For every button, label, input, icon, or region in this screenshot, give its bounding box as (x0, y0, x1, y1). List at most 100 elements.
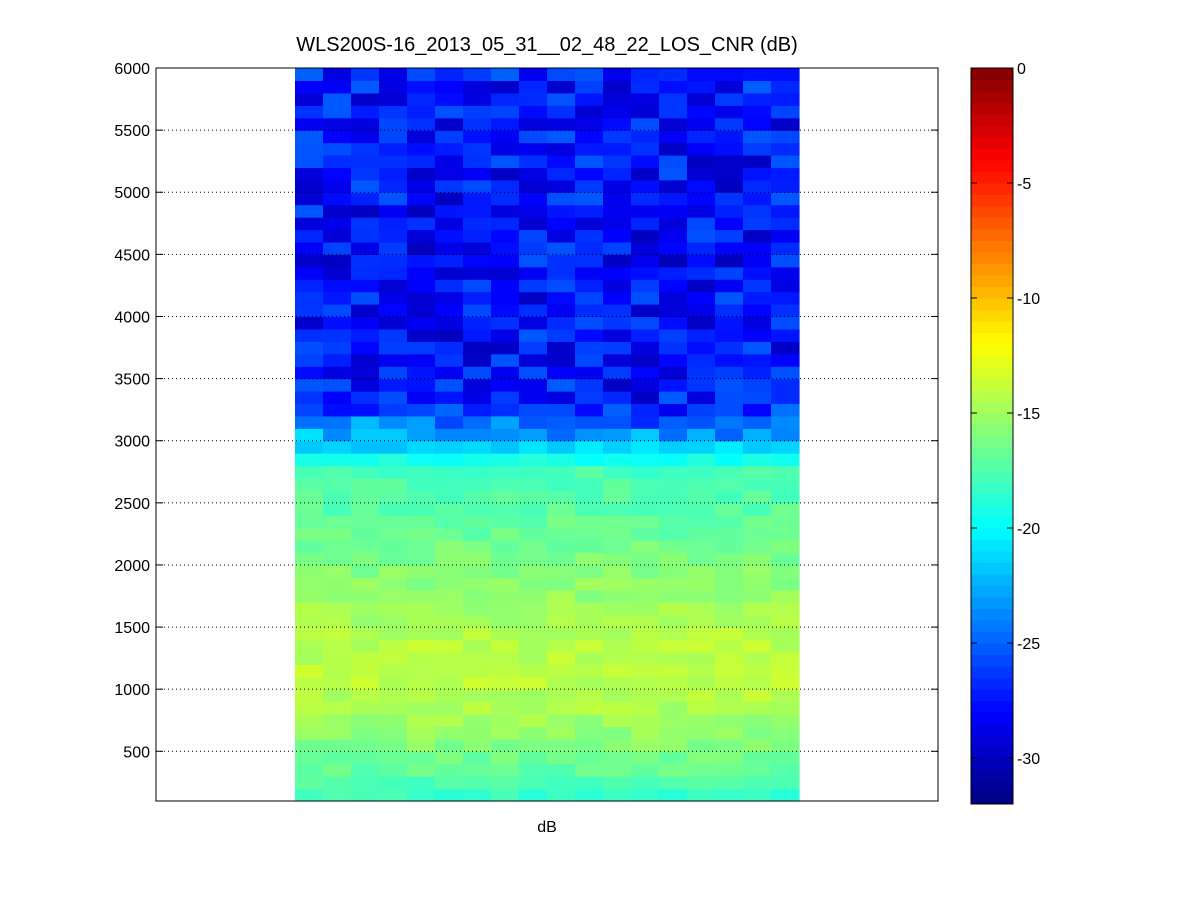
colorbar-tick-label: -30 (1017, 751, 1040, 768)
heatmap-cell (323, 105, 352, 119)
heatmap-cell (603, 651, 632, 665)
heatmap-cell (659, 428, 688, 442)
heatmap-cell (631, 440, 660, 454)
heatmap-cell (771, 577, 800, 591)
heatmap-cell (771, 341, 800, 355)
heatmap-cell (435, 564, 464, 578)
colorbar-segment (971, 390, 1013, 402)
heatmap-cell (575, 751, 604, 765)
heatmap-cell (603, 714, 632, 728)
heatmap-cell (351, 92, 380, 106)
heatmap-cell (463, 304, 492, 318)
heatmap-cell (687, 788, 716, 802)
heatmap-cell (547, 241, 576, 255)
heatmap-cell (463, 204, 492, 218)
heatmap-cell (743, 92, 772, 106)
heatmap-cell (547, 266, 576, 280)
heatmap-cell (687, 366, 716, 380)
heatmap-cell (631, 676, 660, 690)
colorbar-segment (971, 275, 1013, 287)
heatmap-cell (547, 428, 576, 442)
heatmap-cell (519, 701, 548, 715)
heatmap-cell (659, 714, 688, 728)
heatmap-cell (295, 527, 324, 541)
heatmap-cell (519, 738, 548, 752)
heatmap-cell (435, 751, 464, 765)
heatmap-cell (715, 527, 744, 541)
heatmap-cell (379, 639, 408, 653)
heatmap-cell (771, 68, 800, 82)
heatmap-cell (743, 291, 772, 305)
heatmap-cell (407, 179, 436, 193)
heatmap-cell (435, 279, 464, 293)
heatmap-cell (407, 428, 436, 442)
heatmap-cell (407, 527, 436, 541)
heatmap-cell (603, 614, 632, 628)
colorbar-segment (971, 631, 1013, 644)
heatmap-cell (407, 192, 436, 206)
heatmap-cell (743, 391, 772, 405)
heatmap-cell (603, 738, 632, 752)
heatmap-cell (491, 614, 520, 628)
heatmap-cell (491, 92, 520, 106)
heatmap-cell (351, 490, 380, 504)
heatmap-cell (463, 92, 492, 106)
heatmap-cell (323, 738, 352, 752)
heatmap-cell (323, 552, 352, 566)
heatmap-cell (687, 167, 716, 181)
heatmap-cell (323, 353, 352, 367)
heatmap-cell (463, 415, 492, 429)
heatmap-cell (463, 527, 492, 541)
heatmap-cell (603, 142, 632, 156)
heatmap-cell (687, 154, 716, 168)
heatmap-cell (463, 266, 492, 280)
heatmap-cell (351, 80, 380, 94)
heatmap-cell (547, 279, 576, 293)
heatmap-cell (631, 68, 660, 82)
heatmap-cell (687, 453, 716, 467)
heatmap-cell (743, 453, 772, 467)
heatmap-cell (743, 328, 772, 342)
heatmap-cell (379, 689, 408, 703)
colorbar-segment (971, 114, 1013, 126)
heatmap-cell (323, 304, 352, 318)
heatmap-cell (575, 589, 604, 603)
heatmap-cell (687, 80, 716, 94)
heatmap-cell (715, 366, 744, 380)
heatmap-cell (547, 552, 576, 566)
heatmap-cell (547, 490, 576, 504)
colorbar-segment (971, 424, 1013, 437)
heatmap-cell (771, 328, 800, 342)
heatmap-cell (687, 117, 716, 131)
heatmap-cell (687, 316, 716, 330)
heatmap-cell (715, 490, 744, 504)
heatmap-cell (603, 266, 632, 280)
heatmap-cell (547, 353, 576, 367)
heatmap-cell (603, 304, 632, 318)
heatmap-cell (463, 391, 492, 405)
colorbar-segment (971, 252, 1013, 264)
heatmap-cell (407, 353, 436, 367)
heatmap-cell (659, 738, 688, 752)
y-tick-label: 2500 (114, 496, 150, 513)
heatmap-cell (351, 378, 380, 392)
heatmap-cell (379, 602, 408, 616)
heatmap-cell (575, 366, 604, 380)
heatmap-cell (463, 179, 492, 193)
heatmap-cell (659, 639, 688, 653)
heatmap-cell (519, 341, 548, 355)
heatmap-cell (659, 229, 688, 243)
heatmap-cell (295, 353, 324, 367)
heatmap-cell (491, 689, 520, 703)
heatmap-cell (771, 664, 800, 678)
heatmap-cell (407, 316, 436, 330)
heatmap-cell (631, 490, 660, 504)
heatmap-cells (295, 68, 800, 802)
heatmap-cell (603, 229, 632, 243)
heatmap-cell (659, 589, 688, 603)
heatmap-cell (435, 689, 464, 703)
colorbar-segment (971, 321, 1013, 333)
heatmap-cell (323, 204, 352, 218)
heatmap-cell (323, 689, 352, 703)
heatmap-cell (631, 192, 660, 206)
